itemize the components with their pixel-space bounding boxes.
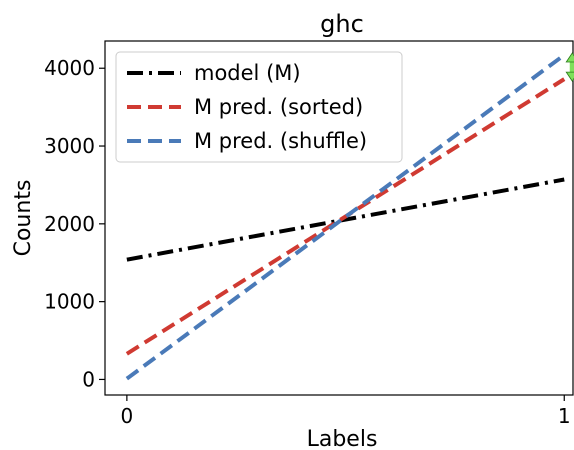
y-tick-label: 0	[82, 367, 95, 391]
series-line-2	[125, 77, 566, 356]
series-layer	[125, 53, 566, 381]
legend-label-1: model (M)	[194, 61, 301, 85]
chart-title: ghc	[320, 10, 364, 38]
y-tick-label: 1000	[44, 290, 95, 314]
series-line-1	[126, 177, 565, 262]
series-line-3	[125, 53, 566, 381]
y-axis-ticks: 0 1000 2000 3000 4000	[44, 56, 105, 391]
double-arrow-icon	[565, 52, 574, 82]
legend-label-3: M pred. (shuffle)	[194, 129, 367, 153]
legend: model (M) M pred. (sorted) M pred. (shuffl…	[115, 51, 403, 163]
y-axis-label: Counts	[11, 180, 36, 257]
x-axis-label: Labels	[307, 427, 378, 450]
x-tick-label: 0	[121, 404, 134, 428]
y-tick-label: 3000	[44, 134, 95, 158]
annotation-layer	[565, 52, 574, 82]
plot-frame	[104, 40, 574, 396]
y-tick-label: 4000	[44, 56, 95, 80]
legend-box	[115, 51, 403, 163]
x-tick-label: 1	[558, 404, 571, 428]
y-tick-label: 2000	[44, 212, 95, 236]
legend-label-2: M pred. (sorted)	[194, 95, 363, 119]
